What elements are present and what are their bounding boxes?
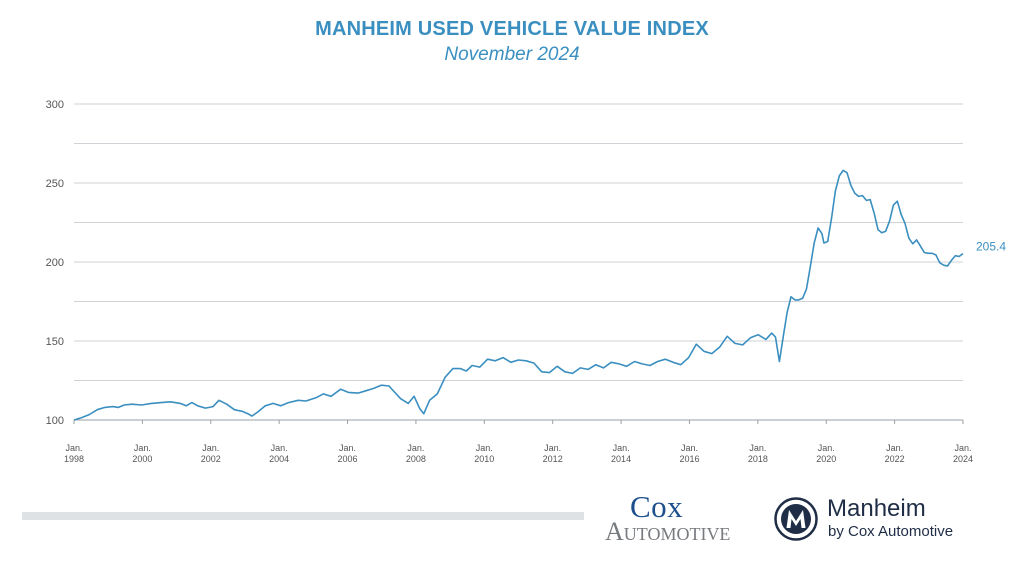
x-tick-label: Jan. [271, 443, 288, 453]
chart-grid [74, 103, 963, 421]
x-tick-label: Jan. [202, 443, 219, 453]
x-tick-label: 1998 [64, 454, 84, 464]
y-axis-ticks: 100 150 200 250 300 [46, 99, 64, 427]
x-tick-label: Jan. [749, 443, 766, 453]
x-tick-label: Jan. [886, 443, 903, 453]
chart-subtitle: November 2024 [444, 44, 580, 65]
x-tick-label: 2022 [885, 454, 905, 464]
x-tick-label: Jan. [818, 443, 835, 453]
end-value-label: 205.4 [976, 239, 1006, 253]
x-tick-label: 2008 [406, 454, 426, 464]
x-tick-label: Jan. [407, 443, 424, 453]
chart-title: MANHEIM USED VEHICLE VALUE INDEX [315, 18, 709, 40]
x-tick-label: 2024 [953, 454, 973, 464]
x-tick-label: 2020 [816, 454, 836, 464]
x-tick-label: Jan. [544, 443, 561, 453]
automotive-logo-text: Automotive [605, 517, 731, 546]
x-tick-label: 2010 [474, 454, 494, 464]
manheim-logo-text: Manheim [827, 495, 926, 522]
x-tick-label: 2002 [201, 454, 221, 464]
y-tick-label: 200 [46, 257, 64, 269]
cox-automotive-logo: Cox Automotive [603, 491, 758, 547]
x-tick-label: 2012 [543, 454, 563, 464]
y-tick-label: 300 [46, 99, 64, 111]
manheim-m-icon [774, 497, 818, 541]
footer-divider-bar [22, 512, 584, 520]
y-tick-label: 100 [46, 415, 64, 427]
x-tick-label: 2016 [679, 454, 699, 464]
y-tick-label: 150 [46, 336, 64, 348]
x-tick-label: 2000 [132, 454, 152, 464]
cox-logo-text: Cox [630, 489, 684, 524]
series-line [73, 169, 964, 421]
manheim-tagline: by Cox Automotive [828, 523, 954, 540]
x-tick-label: Jan. [476, 443, 493, 453]
x-tick-label: Jan. [65, 443, 82, 453]
manheim-logo: Manheim by Cox Automotive [774, 496, 974, 546]
x-tick-label: Jan. [339, 443, 356, 453]
y-tick-label: 250 [46, 178, 64, 190]
chart-series [73, 169, 964, 421]
x-tick-label: 2006 [338, 454, 358, 464]
x-tick-label: Jan. [681, 443, 698, 453]
x-tick-label: Jan. [954, 443, 971, 453]
x-axis-ticks: Jan.1998Jan.2000Jan.2002Jan.2004Jan.2006… [64, 420, 973, 464]
x-tick-label: Jan. [613, 443, 630, 453]
x-tick-label: 2018 [748, 454, 768, 464]
x-tick-label: 2004 [269, 454, 289, 464]
x-tick-label: Jan. [134, 443, 151, 453]
x-tick-label: 2014 [611, 454, 631, 464]
